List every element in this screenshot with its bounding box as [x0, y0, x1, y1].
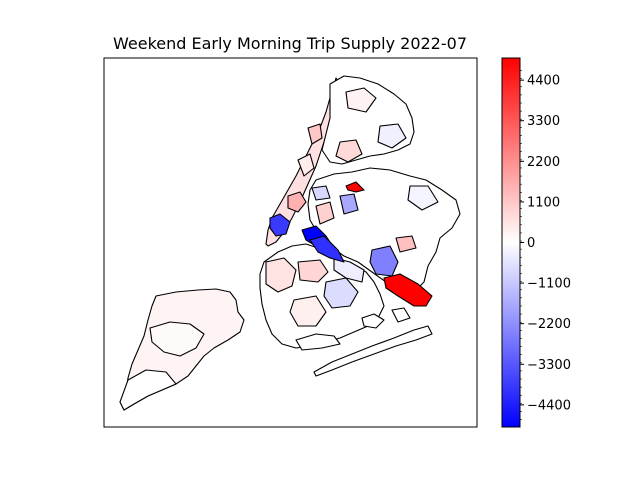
map-zone-queens-pink	[315, 201, 335, 225]
map-zone-greenpoint	[309, 235, 345, 263]
map-zone-manhattan-harlem	[307, 123, 323, 145]
map-zone-bronx-pink	[335, 139, 363, 163]
map-zone-queens-rose	[395, 235, 417, 253]
map-zone-manhattan-lower-blue	[269, 213, 291, 237]
colorbar-tick-label: 3300	[527, 114, 560, 129]
map-zone-coney-island	[295, 333, 341, 351]
colorbar: 4400 3300 2200 1100 0 −1100 −2200 −3300 −4400	[501, 57, 571, 428]
colorbar-tick-label: 0	[527, 236, 535, 251]
map-zone-bronx-north	[345, 87, 377, 113]
map-zone-brooklyn-south	[289, 295, 327, 327]
map-zone-queens-northeast	[407, 185, 439, 211]
map-zone-rockaway	[313, 325, 433, 377]
map-zone-brooklyn-central	[297, 259, 329, 283]
colorbar-tick-label: −3300	[527, 358, 571, 373]
colorbar-tick-label: 1100	[527, 195, 560, 210]
map-zone-staten-island-inner	[149, 321, 205, 357]
map-area	[119, 75, 461, 411]
colorbar-tick-label: −1100	[527, 277, 571, 292]
map-zone-manhattan-midtown	[287, 191, 307, 213]
colorbar-tick-label: −4400	[527, 398, 571, 413]
map-zone-brooklyn-west	[265, 257, 297, 293]
map-zone-brooklyn-bay	[333, 257, 365, 283]
colorbar-tick-group: 4400 3300 2200 1100 0 −1100 −2200 −3300 −4400	[520, 70, 571, 420]
colorbar-tick-label: 2200	[527, 155, 560, 170]
colorbar-tick-label: −2200	[527, 317, 571, 332]
map-zone-queens-blue	[339, 193, 359, 215]
map-zone-manhattan-upper	[297, 153, 315, 177]
chart-title: Weekend Early Morning Trip Supply 2022-0…	[113, 34, 467, 53]
map-zone-laguardia	[345, 181, 365, 193]
map-zone-jamaica-bay-island	[361, 313, 385, 329]
colorbar-gradient	[501, 57, 521, 428]
colorbar-tick-label: 4400	[527, 74, 560, 89]
map-zone-jamaica-bay-island-2	[391, 307, 411, 323]
map-zone-staten-island-south	[119, 369, 177, 411]
map-zone-queens-light-blue	[311, 185, 331, 201]
map-zone-bronx-east	[377, 123, 407, 149]
map-zone-jfk	[383, 273, 433, 307]
